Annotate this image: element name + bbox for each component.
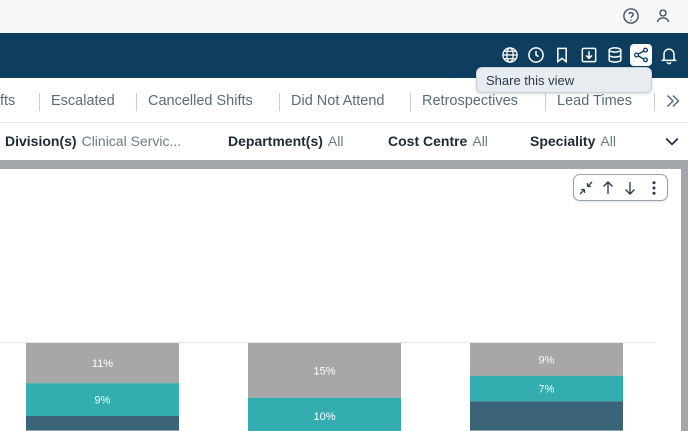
tab-divider bbox=[136, 93, 137, 111]
filter-bar: Division(s) Clinical Servic... Department… bbox=[0, 122, 688, 158]
sort-ascending-icon[interactable] bbox=[599, 179, 617, 197]
bar-segment[interactable] bbox=[470, 401, 623, 431]
chevrons-right-icon[interactable] bbox=[662, 90, 684, 112]
more-options-icon[interactable] bbox=[645, 179, 663, 197]
clock-icon[interactable] bbox=[526, 45, 546, 65]
filter-value: All bbox=[472, 133, 488, 149]
bar-segment[interactable] bbox=[248, 397, 401, 431]
bar-segment[interactable] bbox=[470, 375, 623, 402]
filter-label: Department(s) bbox=[228, 133, 323, 149]
chevron-down-icon[interactable] bbox=[662, 131, 682, 151]
bar-segment[interactable] bbox=[26, 416, 179, 431]
tab-divider bbox=[545, 93, 546, 111]
user-icon[interactable] bbox=[654, 7, 672, 25]
bar-segment[interactable] bbox=[470, 343, 623, 376]
main-toolbar bbox=[0, 33, 688, 78]
panel-divider bbox=[0, 160, 688, 169]
download-icon[interactable] bbox=[579, 45, 599, 65]
share-tooltip: Share this view bbox=[476, 67, 652, 93]
filter-value: Clinical Servic... bbox=[81, 133, 182, 149]
panel-scrollbar-track[interactable] bbox=[681, 160, 688, 431]
chart-gridline bbox=[0, 342, 655, 343]
tab-retrospectives[interactable]: Retrospectives bbox=[422, 93, 518, 109]
tab-divider bbox=[39, 93, 40, 111]
tab-did-not-attend[interactable]: Did Not Attend bbox=[291, 93, 385, 109]
tab-shifts[interactable]: fts bbox=[0, 93, 16, 109]
tab-divider bbox=[279, 93, 280, 111]
filter-value: All bbox=[600, 133, 616, 149]
bar-data-label: 7% bbox=[539, 384, 555, 396]
share-icon[interactable] bbox=[630, 44, 652, 66]
bar-data-label: 9% bbox=[539, 354, 555, 366]
cost-centre-filter[interactable]: Cost Centre All bbox=[388, 133, 488, 149]
tab-divider bbox=[654, 93, 655, 111]
filter-label: Cost Centre bbox=[388, 133, 468, 149]
speciality-filter[interactable]: Speciality All bbox=[530, 133, 616, 149]
division-filter[interactable]: Division(s) Clinical Servic... bbox=[5, 133, 181, 149]
bar-segment[interactable] bbox=[26, 343, 179, 384]
bar-segment[interactable] bbox=[248, 343, 401, 398]
bar-data-label: 9% bbox=[95, 395, 111, 407]
tab-escalated[interactable]: Escalated bbox=[51, 93, 115, 109]
tab-cancelled-shifts[interactable]: Cancelled Shifts bbox=[148, 93, 253, 109]
tab-divider bbox=[410, 93, 411, 111]
filter-label: Speciality bbox=[530, 133, 596, 149]
help-icon[interactable] bbox=[622, 7, 640, 25]
tab-lead-times[interactable]: Lead Times bbox=[557, 93, 632, 109]
department-filter[interactable]: Department(s) All bbox=[228, 133, 343, 149]
chart-toolbar bbox=[573, 174, 668, 201]
bar-data-label: 10% bbox=[313, 411, 335, 423]
bar-data-label: 11% bbox=[92, 358, 113, 370]
bar-segment[interactable] bbox=[26, 383, 179, 416]
filter-value: All bbox=[327, 133, 344, 149]
bell-icon[interactable] bbox=[659, 45, 679, 65]
globe-icon[interactable] bbox=[500, 45, 520, 65]
top-utility-bar bbox=[0, 0, 688, 33]
database-icon[interactable] bbox=[605, 45, 625, 65]
minimize-icon[interactable] bbox=[577, 179, 595, 197]
filter-label: Division(s) bbox=[5, 133, 77, 149]
sort-descending-icon[interactable] bbox=[621, 179, 639, 197]
bookmark-icon[interactable] bbox=[552, 45, 572, 65]
bar-data-label: 15% bbox=[313, 365, 335, 377]
stacked-bar-chart: 11% 9% 15% 10% 9% 7% bbox=[26, 343, 623, 431]
